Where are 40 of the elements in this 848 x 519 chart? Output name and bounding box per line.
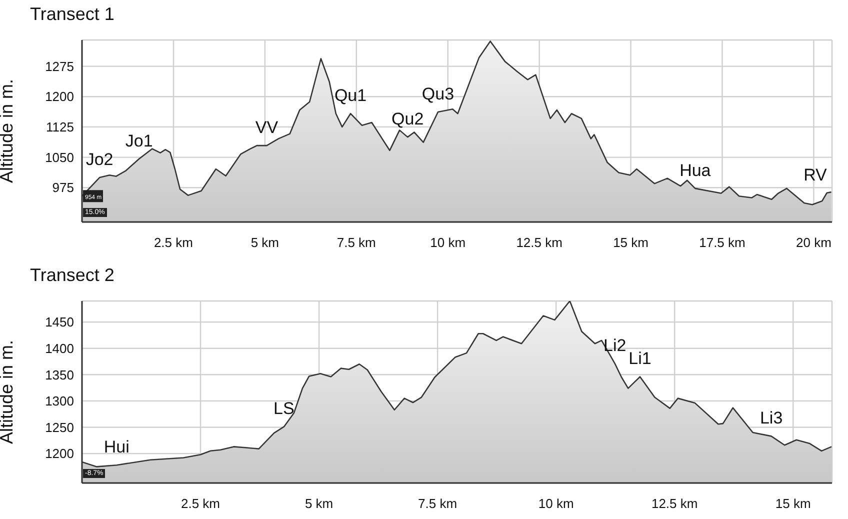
annotation: Hui: [104, 438, 130, 457]
y-tick-label: 1250: [45, 420, 74, 435]
annotation: VV: [255, 118, 279, 138]
annotation: Qu2: [392, 110, 424, 129]
x-tick-label: 5 km: [304, 496, 334, 512]
x-tick-label: 2.5 km: [181, 496, 220, 512]
annotation: RV: [804, 165, 828, 184]
x-tick-label: 5 km: [250, 235, 280, 250]
x-tick-label: 12.5 km: [651, 496, 698, 512]
x-tick-label: 10 km: [538, 496, 574, 512]
annotation: Li2: [604, 336, 626, 356]
y-tick-label: 975: [52, 180, 74, 196]
y-tick-label: 1450: [45, 314, 74, 330]
x-tick-label: 15 km: [613, 235, 648, 250]
annotation: Hua: [680, 160, 712, 180]
x-tick-label: 7.5 km: [418, 496, 458, 512]
x-tick-label: 20 km: [796, 235, 832, 250]
y-tick-label: 1050: [45, 150, 74, 165]
annotation: Li3: [760, 408, 783, 428]
y-tick-label: 1350: [45, 367, 74, 382]
chart-title: Transect 1: [30, 4, 114, 25]
x-tick-label: 2.5 km: [154, 235, 193, 250]
x-tick-label: 10 km: [430, 235, 466, 250]
annotation: Jo2: [86, 150, 114, 170]
y-tick-label: 1200: [45, 89, 74, 104]
chart-title: Transect 2: [30, 265, 114, 286]
x-tick-label: 15 km: [775, 496, 811, 512]
x-tick-label: 17.5 km: [699, 235, 746, 250]
annotation: LS: [274, 399, 294, 418]
x-tick-label: 7.5 km: [336, 235, 376, 250]
y-tick-label: 1125: [46, 120, 74, 135]
y-tick-label: 1300: [45, 394, 74, 409]
y-tick-label: 1400: [45, 340, 74, 356]
annotation: Jo1: [125, 131, 153, 150]
y-tick-label: 1275: [45, 58, 74, 74]
annotation: Qu1: [334, 86, 367, 106]
annotation: Qu3: [422, 84, 454, 104]
annotation: Li1: [628, 349, 652, 368]
x-tick-label: 12.5 km: [516, 235, 562, 250]
y-tick-label: 1200: [45, 446, 74, 462]
